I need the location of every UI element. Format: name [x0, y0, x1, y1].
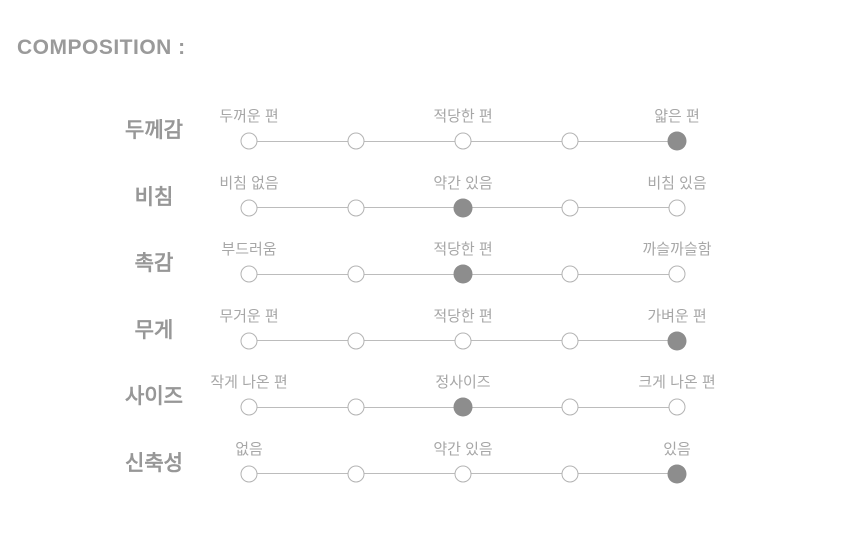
scale-dot	[561, 265, 579, 283]
row-label: 두께감	[125, 119, 183, 142]
scale: 없음 약간 있음 있음	[235, 433, 691, 500]
scale-dot	[347, 465, 365, 482]
scale-dot	[454, 132, 472, 150]
scale: 작게 나온 편 정사이즈 크게 나온 편	[210, 366, 716, 433]
scale-dot	[668, 265, 686, 283]
scale-label-right: 가벼운 편	[647, 307, 707, 325]
composition-row: 신축성 없음 약간 있음 있음	[0, 433, 865, 500]
scale: 무거운 편 적당한 편 가벼운 편	[219, 300, 707, 367]
scale-dot	[561, 199, 579, 216]
row-label: 촉감	[134, 252, 174, 275]
scale: 두꺼운 편 적당한 편 얇은 편	[219, 100, 700, 167]
scale-dot	[240, 465, 258, 482]
scale-dot	[347, 199, 365, 216]
scale-dot-selected	[453, 198, 473, 217]
scale-dot-selected	[667, 331, 687, 350]
scale-dot	[668, 398, 686, 416]
scale: 비침 없음 약간 있음 비침 있음	[219, 167, 707, 234]
scale-dot	[240, 398, 258, 416]
scale-dot	[347, 398, 365, 416]
composition-row: 사이즈 작게 나온 편 정사이즈 크게 나온 편	[0, 366, 865, 433]
scale-label-left: 비침 없음	[219, 174, 279, 192]
scale-label-left: 무거운 편	[219, 307, 279, 325]
scale-dot-selected	[453, 264, 473, 284]
scale: 부드러움 적당한 편 까슬까슬함	[221, 233, 712, 300]
scale-dot	[347, 265, 365, 283]
row-label: 사이즈	[125, 385, 183, 408]
composition-row: 무게 무거운 편 적당한 편 가벼운 편	[0, 300, 865, 367]
row-label: 비침	[134, 185, 174, 209]
scale-label-right: 얇은 편	[654, 108, 700, 125]
composition-row: 두께감 두꺼운 편 적당한 편 얇은 편	[0, 100, 865, 167]
scale-label-center: 적당한 편	[433, 307, 493, 325]
scale-label-center: 적당한 편	[433, 241, 493, 258]
scale-label-left: 작게 나온 편	[210, 374, 288, 391]
composition-chart: 두께감 두꺼운 편 적당한 편 얇은 편 비침 비침 없음 약간 있음 비침 있…	[0, 100, 865, 499]
scale-dot	[347, 332, 365, 349]
composition-row: 비침 비침 없음 약간 있음 비침 있음	[0, 167, 865, 234]
scale-dot	[454, 465, 472, 482]
row-label: 무게	[134, 318, 174, 342]
scale-dot	[240, 332, 258, 349]
scale-label-center: 적당한 편	[433, 108, 493, 125]
scale-dot	[561, 398, 579, 416]
scale-dot	[240, 199, 258, 216]
composition-row: 촉감 부드러움 적당한 편 까슬까슬함	[0, 233, 865, 300]
page-title: COMPOSITION :	[17, 36, 186, 59]
scale-label-left: 부드러움	[221, 241, 277, 258]
scale-dot	[668, 199, 686, 216]
scale-label-center: 약간 있음	[433, 174, 493, 192]
scale-dot	[454, 332, 472, 349]
scale-label-center: 약간 있음	[433, 440, 493, 458]
scale-label-right: 있음	[663, 440, 691, 458]
scale-label-right: 까슬까슬함	[642, 241, 712, 258]
scale-dot	[561, 132, 579, 150]
scale-label-left: 두꺼운 편	[219, 108, 279, 125]
scale-dot	[561, 465, 579, 482]
row-label: 신축성	[125, 451, 183, 475]
scale-dot-selected	[453, 397, 473, 417]
scale-label-left: 없음	[235, 440, 263, 458]
scale-label-center: 정사이즈	[435, 374, 491, 391]
scale-label-right: 크게 나온 편	[638, 374, 716, 391]
scale-dot	[240, 132, 258, 150]
scale-dot	[561, 332, 579, 349]
scale-dot-selected	[667, 131, 687, 151]
scale-label-right: 비침 있음	[647, 174, 707, 192]
scale-dot-selected	[667, 464, 687, 483]
scale-dot	[347, 132, 365, 150]
scale-dot	[240, 265, 258, 283]
